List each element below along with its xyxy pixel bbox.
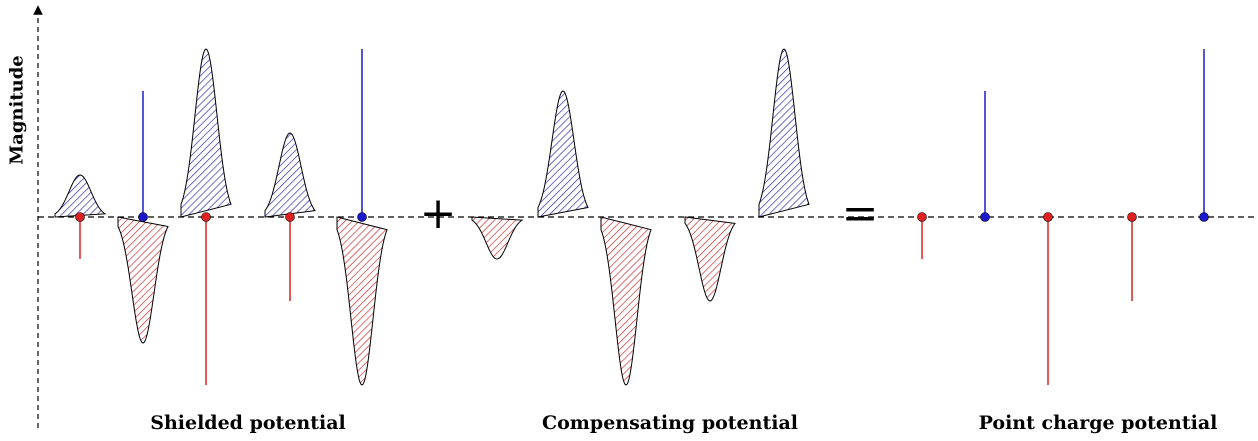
- shielded-charge-dot-2: [138, 212, 148, 222]
- shielded-gaussian-4: [264, 132, 316, 218]
- point-charge-dot-3: [1043, 212, 1053, 222]
- point-charge-dot-4: [1127, 212, 1137, 222]
- point-charge-dot-1: [917, 212, 927, 222]
- compensating-gaussian-1: [471, 216, 524, 260]
- compensating-gaussian-3: [600, 216, 652, 386]
- y-axis-label: Magnitude: [6, 55, 28, 165]
- caption-compensating: Compensating potential: [542, 412, 798, 434]
- shielded-gaussian-3: [180, 48, 232, 218]
- compensating-gaussian-5: [758, 48, 810, 218]
- shielded-charge-dot-3: [201, 212, 211, 222]
- shielded-gaussian-5: [336, 216, 388, 386]
- shielded-charge-dot-5: [357, 212, 367, 222]
- shielded-charge-dot-1: [75, 212, 85, 222]
- point-charge-dot-5: [1199, 212, 1209, 222]
- compensating-gaussian-4: [684, 216, 736, 302]
- gaussian-shapes: [54, 48, 810, 386]
- equals-operator: =: [841, 188, 879, 239]
- point-charge-dot-2: [980, 212, 990, 222]
- point-charges: [75, 49, 1209, 385]
- shielded-gaussian-2: [117, 216, 169, 344]
- shielded-gaussian-1: [54, 174, 107, 218]
- compensating-gaussian-2: [537, 90, 589, 218]
- caption-shielded: Shielded potential: [150, 412, 346, 434]
- shielded-charge-dot-4: [285, 212, 295, 222]
- plus-operator: +: [419, 188, 457, 239]
- caption-point-charge: Point charge potential: [978, 412, 1218, 434]
